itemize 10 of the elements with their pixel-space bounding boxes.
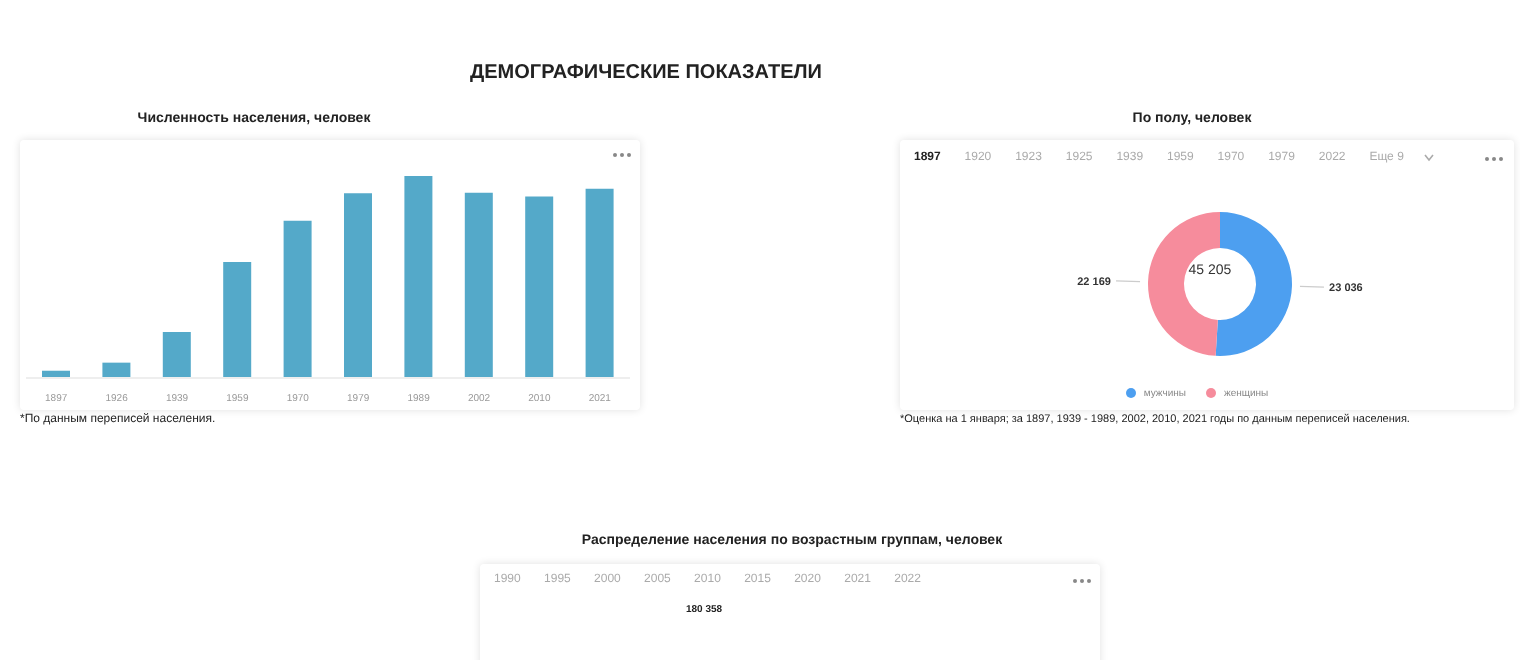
bar xyxy=(585,188,614,378)
bar xyxy=(223,262,252,378)
bar xyxy=(344,193,372,378)
bar xyxy=(525,196,554,378)
bar xyxy=(162,331,191,378)
bar xyxy=(102,362,131,378)
bar xyxy=(464,192,493,378)
bar xyxy=(404,176,433,378)
chart-title: ДЕМОГРАФИЧЕСКИЕ ПОКАЗАТЕЛИ xyxy=(470,62,822,84)
bar xyxy=(283,220,312,378)
